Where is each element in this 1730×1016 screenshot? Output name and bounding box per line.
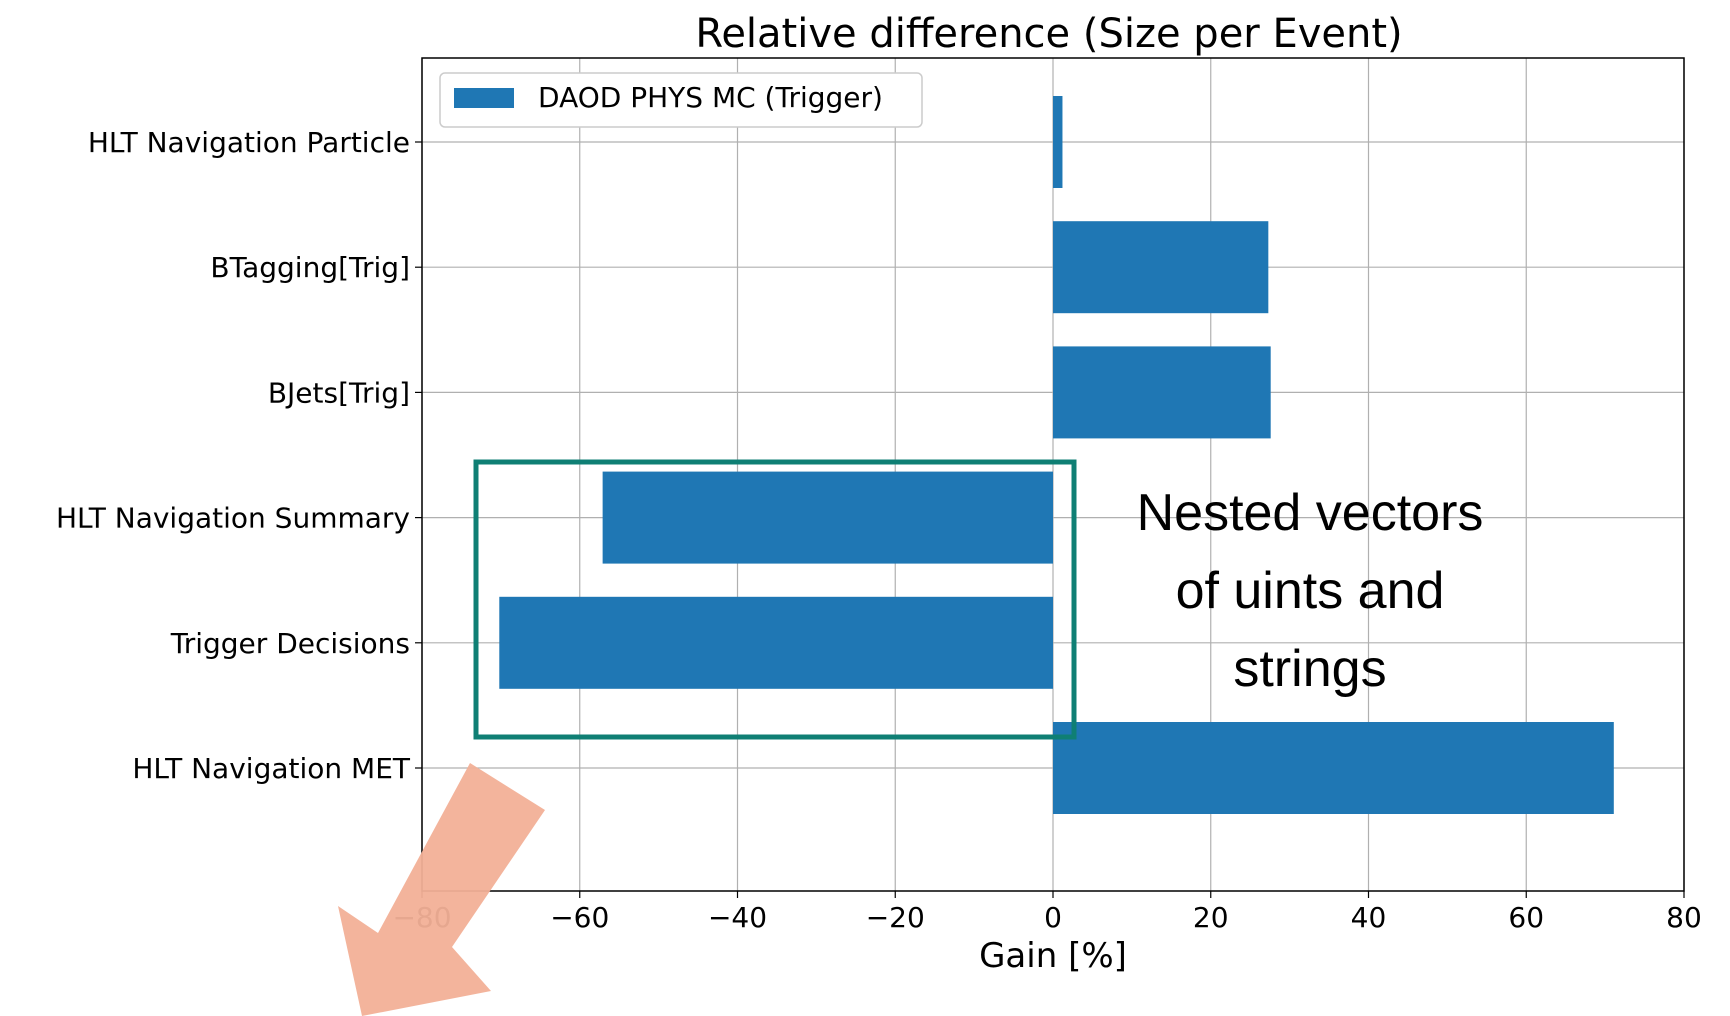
arrow-down-left-icon — [338, 763, 545, 1016]
legend-swatch — [454, 88, 514, 108]
legend-label: DAOD PHYS MC (Trigger) — [538, 81, 883, 114]
y-tick-label: BJets[Trig] — [268, 376, 410, 409]
y-axis: HLT Navigation Particle BTagging[Trig] BJe… — [56, 126, 422, 785]
bar — [1053, 221, 1269, 314]
legend: DAOD PHYS MC (Trigger) — [439, 72, 923, 128]
y-tick-label: HLT Navigation Particle — [88, 126, 410, 159]
callout-text: Nested vectors of uints and strings — [1137, 484, 1484, 698]
bar — [602, 471, 1053, 564]
x-tick-label: 60 — [1508, 901, 1544, 934]
bar — [1053, 346, 1271, 439]
x-tick-label: −20 — [866, 901, 925, 934]
callout-line-1: Nested vectors — [1137, 484, 1484, 542]
x-tick-label: 40 — [1351, 901, 1387, 934]
bar — [499, 596, 1053, 689]
callout-line-3: strings — [1233, 640, 1386, 698]
y-tick-label: HLT Navigation MET — [132, 752, 411, 785]
x-tick-label: −60 — [550, 901, 609, 934]
x-tick-label: −40 — [708, 901, 767, 934]
x-axis-label: Gain [%] — [979, 936, 1127, 976]
x-tick-label: 20 — [1193, 901, 1229, 934]
y-tick-label: Trigger Decisions — [170, 627, 410, 660]
y-tick-label: BTagging[Trig] — [210, 251, 410, 284]
highlight-box — [473, 459, 1077, 740]
bars — [499, 96, 1614, 814]
bar — [1053, 96, 1063, 188]
x-tick-label: 80 — [1666, 901, 1702, 934]
chart-title: Relative difference (Size per Event) — [695, 11, 1402, 57]
bar — [1053, 722, 1614, 814]
callout-line-2: of uints and — [1176, 562, 1445, 620]
legend-frame — [439, 72, 923, 128]
x-tick-label: 0 — [1044, 901, 1062, 934]
y-tick-label: HLT Navigation Summary — [56, 502, 410, 535]
